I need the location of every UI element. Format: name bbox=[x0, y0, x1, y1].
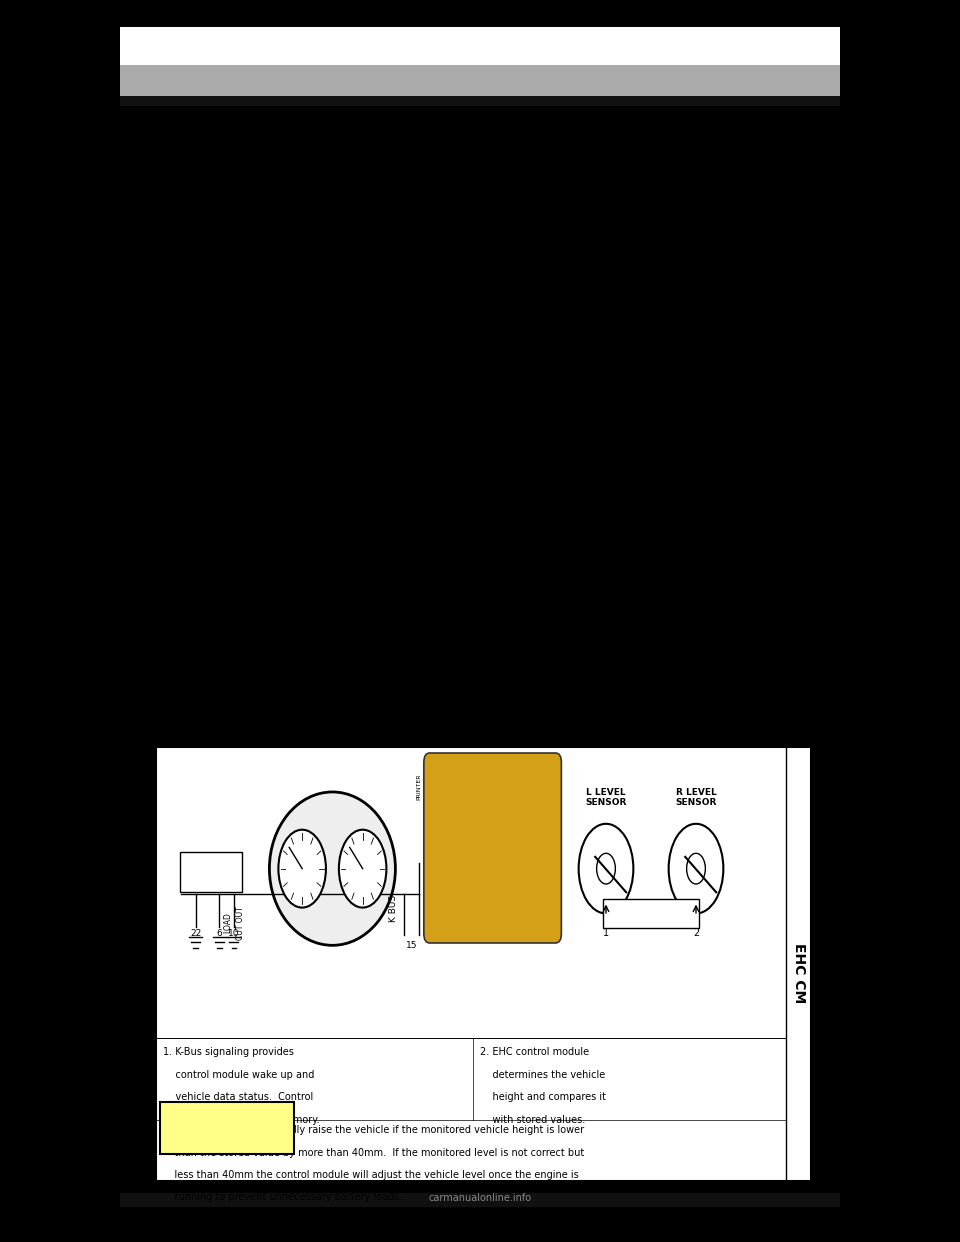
Text: sleep mode. Opening a door or the tailgate initiates a system wake up and the co: sleep mode. Opening a door or the tailga… bbox=[159, 590, 691, 604]
FancyBboxPatch shape bbox=[120, 65, 840, 96]
Text: Two special operating modes are also included in the control module programming.: Two special operating modes are also inc… bbox=[159, 351, 640, 365]
Text: Transport Mode: Transport Mode bbox=[192, 417, 294, 431]
Text: 1: 1 bbox=[603, 928, 609, 938]
Text: Normal Mode: Normal Mode bbox=[192, 278, 278, 292]
Text: than the stored value by more than 40mm.  If the monitored level is not correct : than the stored value by more than 40mm.… bbox=[161, 1148, 584, 1158]
Text: 41: 41 bbox=[799, 1182, 815, 1195]
Text: ed by the monitored input signals.   The main modes of operation are:: ed by the monitored input signals. The m… bbox=[159, 211, 564, 225]
Text: 3. Control module will rapidly raise the vehicle if the monitored vehicle height: 3. Control module will rapidly raise the… bbox=[161, 1125, 584, 1135]
Circle shape bbox=[668, 823, 724, 913]
FancyBboxPatch shape bbox=[120, 1194, 840, 1207]
Text: K BUS: K BUS bbox=[389, 894, 398, 922]
Text: control module wake up and: control module wake up and bbox=[163, 1069, 315, 1079]
Text: module checks fault memory.: module checks fault memory. bbox=[163, 1114, 320, 1125]
Text: •: • bbox=[168, 248, 175, 261]
Text: LOAD: LOAD bbox=[224, 912, 232, 933]
Text: The operation mode is selected by the control module based on current conditions: The operation mode is selected by the co… bbox=[159, 186, 681, 200]
Text: is found, the system will check the ride height and institute a rapid regulation: is found, the system will check the ride… bbox=[159, 677, 684, 689]
Text: vehicle data status.  Control: vehicle data status. Control bbox=[163, 1092, 314, 1102]
Text: •: • bbox=[168, 389, 175, 401]
Circle shape bbox=[596, 853, 615, 884]
FancyBboxPatch shape bbox=[159, 1102, 294, 1154]
Text: varies by more than 40mm.: varies by more than 40mm. bbox=[159, 700, 320, 714]
Text: Pre-Run/Post-Run Mode: Pre-Run/Post-Run Mode bbox=[192, 248, 346, 261]
Circle shape bbox=[339, 830, 386, 908]
Text: ule comes on-line.: ule comes on-line. bbox=[159, 615, 265, 628]
Text: 1. K-Bus signaling provides: 1. K-Bus signaling provides bbox=[163, 1047, 294, 1057]
FancyBboxPatch shape bbox=[156, 748, 811, 1181]
Text: •: • bbox=[168, 309, 175, 323]
Text: carmanualonline.info: carmanualonline.info bbox=[428, 1192, 532, 1202]
Circle shape bbox=[579, 823, 634, 913]
Text: KL 30  KL31: KL 30 KL31 bbox=[187, 877, 240, 886]
Text: prevent  vehicle  damage  during  transportation.    It  must  be  deactivated  : prevent vehicle damage during transporta… bbox=[192, 442, 722, 456]
Text: - Transport mode is set at the factory and raises the vehicle 30mm to: - Transport mode is set at the factory a… bbox=[277, 417, 682, 431]
Text: •Control module
in sleep mode
•Tailgate or Door
opened
•KL 15 - OFF
•Engine  - O: •Control module in sleep mode •Tailgate … bbox=[442, 804, 543, 881]
FancyBboxPatch shape bbox=[120, 96, 840, 107]
Text: 10: 10 bbox=[228, 929, 239, 939]
Text: CUT OUT: CUT OUT bbox=[236, 905, 246, 940]
Text: 15: 15 bbox=[406, 941, 418, 950]
Text: •: • bbox=[168, 417, 175, 431]
Circle shape bbox=[686, 853, 706, 884]
Text: PRINTER: PRINTER bbox=[417, 774, 421, 800]
Text: - PRE/POST RUN MODE: - PRE/POST RUN MODE bbox=[166, 1134, 287, 1144]
Text: 22: 22 bbox=[190, 929, 202, 939]
FancyBboxPatch shape bbox=[423, 753, 562, 943]
Text: Tailgate Mode: Tailgate Mode bbox=[192, 309, 283, 323]
Text: running to prevent unnecessary battery loads.: running to prevent unnecessary battery l… bbox=[161, 1192, 402, 1202]
Text: GM III: GM III bbox=[194, 867, 228, 877]
Text: MoDiC prior to customer delivery.: MoDiC prior to customer delivery. bbox=[192, 467, 385, 481]
FancyBboxPatch shape bbox=[180, 852, 242, 892]
Text: with stored values.: with stored values. bbox=[480, 1114, 586, 1125]
Text: A  fully  functional  EHC  system  is  controlled  by  one  of  three  different: A fully functional EHC system is control… bbox=[159, 161, 719, 175]
Text: The control module performs a self-check of the control electronics and sensors.: The control module performs a self-check… bbox=[159, 652, 683, 664]
Text: •: • bbox=[168, 278, 175, 292]
FancyBboxPatch shape bbox=[120, 27, 840, 65]
Circle shape bbox=[278, 830, 325, 908]
Text: (pre ZCS encoded).  This mode provides basic operation.: (pre ZCS encoded). This mode provides ba… bbox=[309, 389, 640, 401]
Text: Pre-Run/Post-Run Mode: Pre-Run/Post-Run Mode bbox=[159, 525, 356, 540]
Text: L LEVEL
SENSOR: L LEVEL SENSOR bbox=[586, 787, 627, 807]
Ellipse shape bbox=[270, 792, 396, 945]
Text: EHC System Operation: EHC System Operation bbox=[159, 117, 354, 132]
Text: New/replacement mode: New/replacement mode bbox=[192, 389, 346, 401]
Text: R LEVEL
SENSOR: R LEVEL SENSOR bbox=[675, 787, 717, 807]
FancyBboxPatch shape bbox=[603, 899, 699, 928]
Text: less than 40mm the control module will adjust the vehicle level once the engine : less than 40mm the control module will a… bbox=[161, 1170, 579, 1180]
Text: 2. EHC control module: 2. EHC control module bbox=[480, 1047, 589, 1057]
Text: MODE OF OPERATION: MODE OF OPERATION bbox=[169, 1113, 284, 1123]
Text: 2: 2 bbox=[693, 928, 699, 938]
Text: EHC CM: EHC CM bbox=[792, 943, 805, 1004]
Text: The Pre-Run mode is activated when the vehicle is parked and the control module : The Pre-Run mode is activated when the v… bbox=[159, 565, 683, 579]
Text: determines the vehicle: determines the vehicle bbox=[480, 1069, 605, 1079]
Text: height and compares it: height and compares it bbox=[480, 1092, 606, 1102]
Text: SIGNALS: SIGNALS bbox=[629, 909, 673, 918]
Text: 6: 6 bbox=[217, 929, 222, 939]
